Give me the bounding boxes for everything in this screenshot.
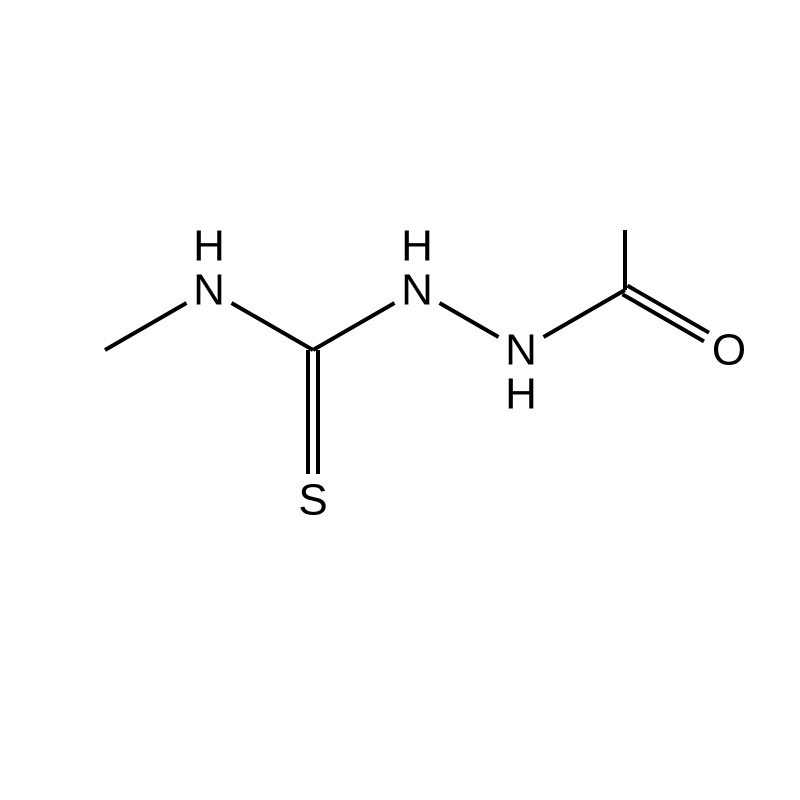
bond-line bbox=[627, 286, 708, 333]
atom-label: O bbox=[712, 326, 746, 375]
atom-label: H bbox=[505, 370, 537, 419]
bond-line bbox=[232, 303, 313, 350]
atom-label: H bbox=[401, 222, 433, 271]
atom-label: N bbox=[193, 266, 225, 315]
molecule-diagram: NHNHNHSO bbox=[0, 0, 800, 800]
bond-line bbox=[313, 303, 394, 350]
bond-line bbox=[440, 303, 499, 337]
bond-line bbox=[544, 290, 625, 337]
atom-label: N bbox=[401, 266, 433, 315]
atom-label: S bbox=[298, 476, 327, 525]
bond-line bbox=[623, 294, 704, 341]
atom-label: H bbox=[193, 222, 225, 271]
bond-line bbox=[105, 303, 186, 350]
atom-label: N bbox=[505, 326, 537, 375]
